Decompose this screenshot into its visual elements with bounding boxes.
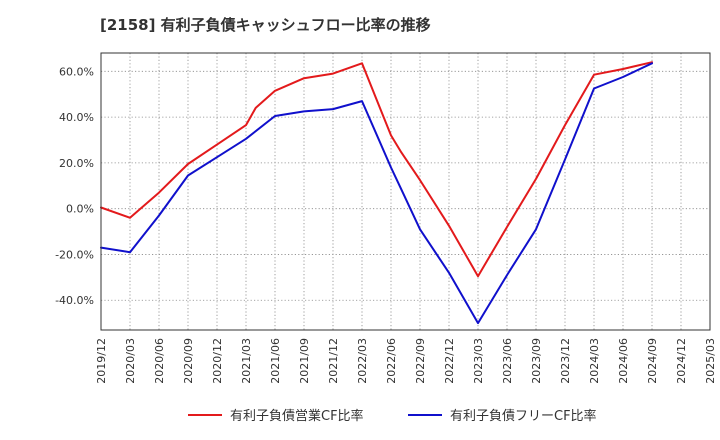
- y-tick-label: 40.0%: [59, 111, 94, 124]
- x-axis-ticks: 2019/12 2020/03 2020/06 2020/09 2020/12 2021/…: [95, 338, 717, 384]
- series-layer: [100, 61, 653, 325]
- x-tick-label: 2022/03: [356, 338, 369, 384]
- chart-title: [2158] 有利子負債キャッシュフロー比率の推移: [100, 16, 431, 34]
- y-tick-label: 0.0%: [66, 203, 94, 216]
- x-tick-label: 2024/06: [617, 338, 630, 384]
- y-tick-label: -20.0%: [55, 248, 94, 261]
- x-tick-label: 2022/06: [385, 338, 398, 384]
- x-tick-label: 2020/06: [153, 338, 166, 384]
- x-tick-label: 2020/09: [182, 338, 195, 384]
- series-line-2: [100, 62, 653, 325]
- x-tick-label: 2024/12: [675, 338, 688, 384]
- x-tick-label: 2023/06: [501, 338, 514, 384]
- x-tick-label: 2024/09: [646, 338, 659, 384]
- x-tick-label: 2022/12: [443, 338, 456, 384]
- x-tick-label: 2023/09: [530, 338, 543, 384]
- plot-frame: [100, 52, 711, 331]
- x-tick-label: 2025/03: [704, 338, 717, 384]
- x-tick-label: 2021/12: [327, 338, 340, 384]
- legend-label-1: 有利子負債営業CF比率: [230, 408, 364, 424]
- x-tick-label: 2021/03: [240, 338, 253, 384]
- y-tick-label: 20.0%: [59, 157, 94, 170]
- series-line-1: [100, 61, 653, 278]
- y-tick-label: 60.0%: [59, 65, 94, 78]
- x-tick-label: 2023/03: [472, 338, 485, 384]
- y-axis-ticks: -40.0% -20.0% 0.0% 20.0% 40.0% 60.0%: [55, 65, 94, 307]
- legend: 有利子負債営業CF比率 有利子負債フリーCF比率: [188, 408, 597, 424]
- x-tick-label: 2023/12: [559, 338, 572, 384]
- x-tick-label: 2021/06: [269, 338, 282, 384]
- x-tick-label: 2020/12: [211, 338, 224, 384]
- y-tick-label: -40.0%: [55, 294, 94, 307]
- x-tick-label: 2024/03: [588, 338, 601, 384]
- x-tick-label: 2022/09: [414, 338, 427, 384]
- grid-layer: [100, 53, 711, 330]
- x-tick-label: 2020/03: [124, 338, 137, 384]
- legend-label-2: 有利子負債フリーCF比率: [450, 408, 597, 424]
- x-tick-label: 2021/09: [298, 338, 311, 384]
- x-tick-label: 2019/12: [95, 338, 108, 384]
